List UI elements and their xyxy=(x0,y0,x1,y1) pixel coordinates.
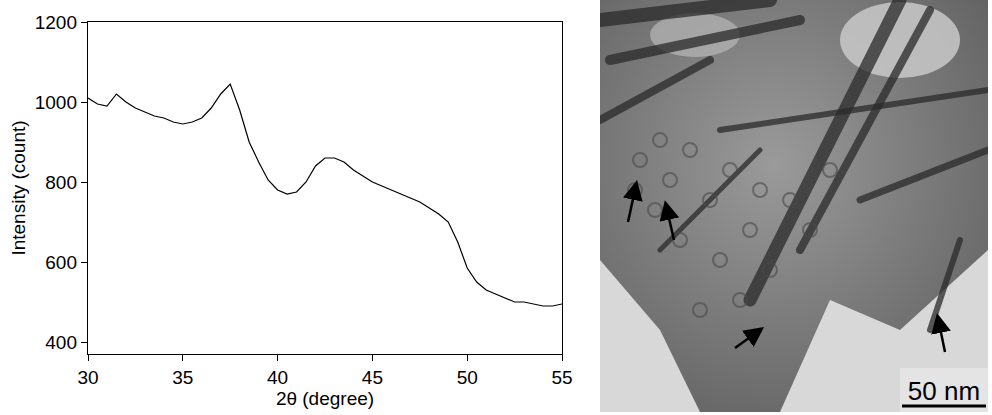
svg-text:50 nm: 50 nm xyxy=(908,376,980,406)
svg-text:45: 45 xyxy=(362,367,383,388)
svg-text:800: 800 xyxy=(45,172,77,193)
svg-text:Intensity (count): Intensity (count) xyxy=(8,120,29,255)
svg-text:30: 30 xyxy=(77,367,98,388)
svg-text:35: 35 xyxy=(172,367,193,388)
svg-text:40: 40 xyxy=(267,367,288,388)
svg-text:1000: 1000 xyxy=(35,92,77,113)
svg-text:55: 55 xyxy=(551,367,572,388)
svg-text:50: 50 xyxy=(457,367,478,388)
svg-text:400: 400 xyxy=(45,332,77,353)
svg-text:2θ (degree): 2θ (degree) xyxy=(276,388,374,409)
svg-text:1200: 1200 xyxy=(35,12,77,33)
svg-text:600: 600 xyxy=(45,252,77,273)
